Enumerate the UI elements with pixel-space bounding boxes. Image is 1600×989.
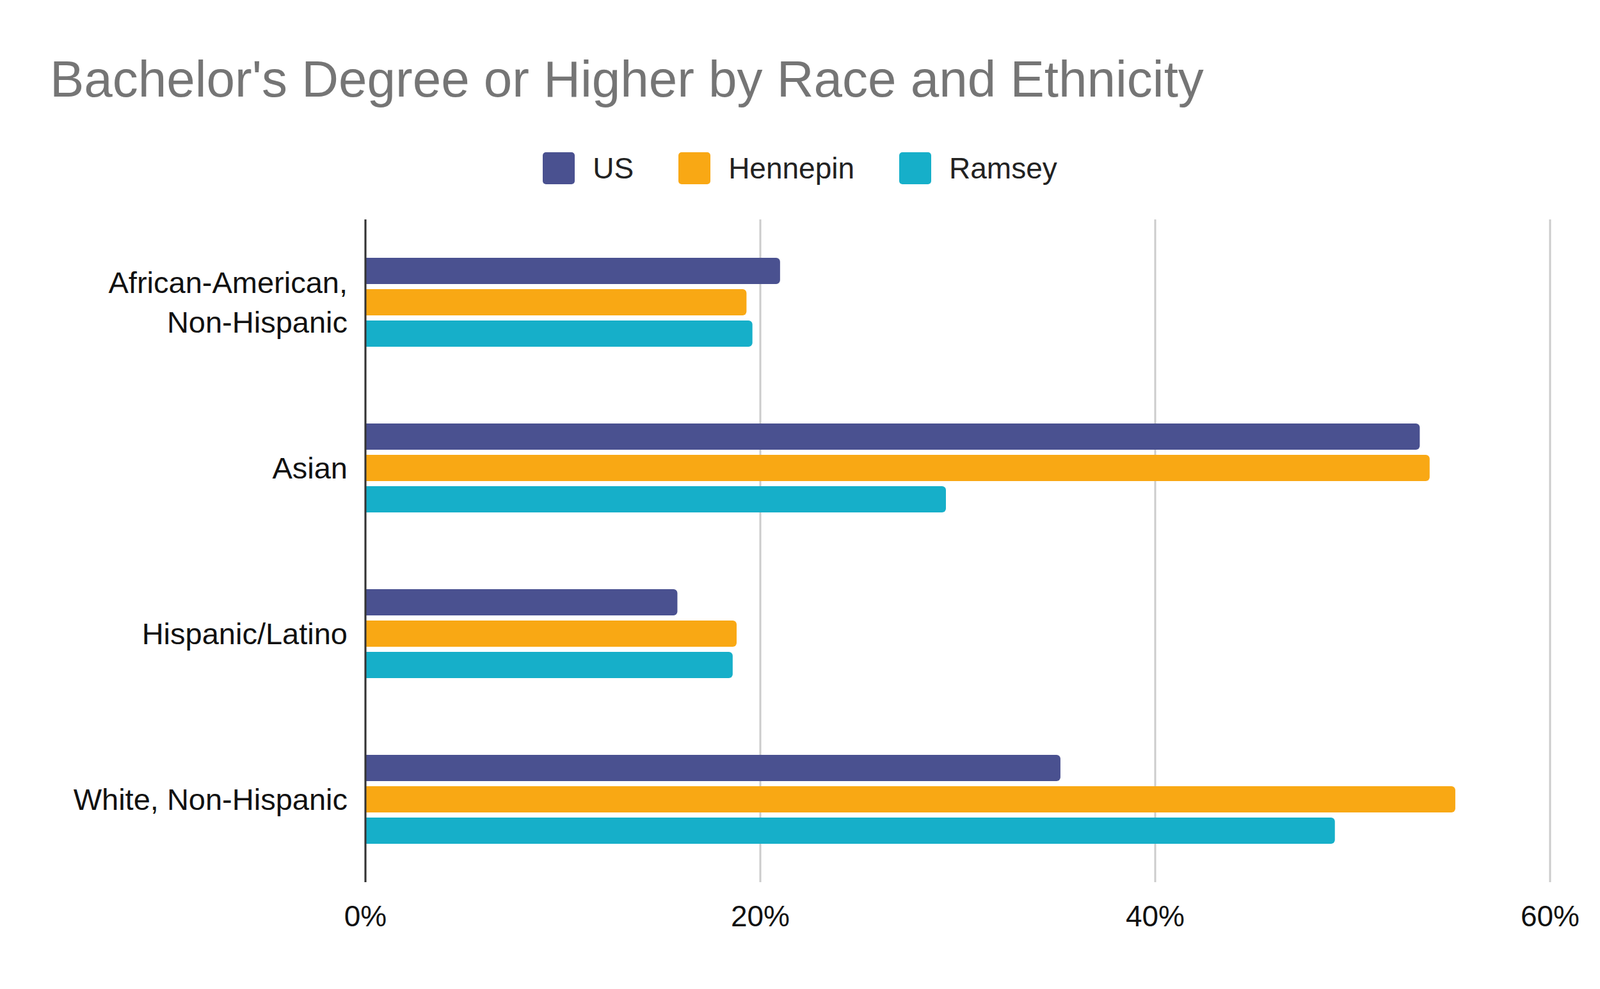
svg-text:Asian: Asian bbox=[272, 451, 348, 486]
svg-text:African-American,: African-American, bbox=[108, 265, 349, 300]
html-text:US: US bbox=[592, 151, 634, 185]
svg-text:20%: 20% bbox=[730, 899, 790, 934]
html-text:Ramsey: Ramsey bbox=[949, 151, 1058, 185]
svg-text:60%: 60% bbox=[1520, 899, 1580, 934]
svg-text:Non-Hispanic: Non-Hispanic bbox=[167, 305, 348, 340]
svg-text:White, Non-Hispanic: White, Non-Hispanic bbox=[73, 782, 348, 817]
html-text:Bachelor's Degree or Higher by: Bachelor's Degree or Higher by Race and … bbox=[49, 50, 1204, 108]
svg-text:40%: 40% bbox=[1125, 899, 1185, 934]
svg-text:Hispanic/Latino: Hispanic/Latino bbox=[142, 616, 348, 651]
html-text:Hennepin: Hennepin bbox=[728, 151, 855, 185]
svg-text:0%: 0% bbox=[344, 899, 387, 934]
